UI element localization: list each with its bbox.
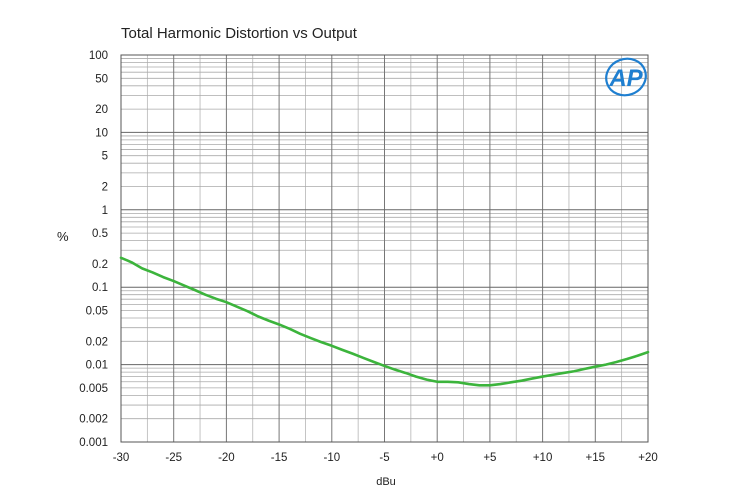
y-tick-label: 20 [95, 104, 108, 116]
x-axis-label: dBu [376, 476, 396, 488]
x-tick-label: +15 [586, 452, 606, 464]
y-tick-label: 1 [102, 205, 108, 217]
x-tick-label: +5 [483, 452, 496, 464]
x-tick-labels: -30 -25 -20 -15 -10 -5 +0 +5 +10 +15 +20 [113, 452, 658, 464]
x-tick-label: -30 [113, 452, 130, 464]
x-tick-label: +10 [533, 452, 553, 464]
x-tick-label: +0 [431, 452, 444, 464]
x-tick-label: -5 [379, 452, 389, 464]
y-tick-label: 0.1 [92, 282, 108, 294]
x-tick-label: -15 [271, 452, 288, 464]
y-tick-label: 0.02 [86, 336, 108, 348]
ap-logo-text: AP [608, 65, 643, 92]
y-tick-label: 0.05 [86, 305, 108, 317]
thd-series-line [119, 256, 650, 387]
y-tick-labels: 100 50 20 10 5 2 1 0.5 0.2 0.1 0.05 0.02 0.01 0.005 0.… [79, 50, 108, 449]
x-tick-label: -20 [218, 452, 235, 464]
y-tick-label: 0.001 [79, 437, 108, 449]
y-tick-label: 10 [95, 127, 108, 139]
x-tick-label: -10 [323, 452, 340, 464]
ap-logo: AP [605, 57, 647, 97]
y-tick-label: 0.01 [86, 360, 108, 372]
y-tick-label: 100 [89, 50, 108, 62]
y-tick-label: 0.2 [92, 259, 108, 271]
y-tick-label: 0.005 [79, 383, 108, 395]
ap-logo-ring [605, 57, 647, 97]
y-tick-label: 2 [102, 182, 108, 194]
y-tick-label: 5 [102, 151, 108, 163]
chart-title: Total Harmonic Distortion vs Output [121, 25, 358, 42]
y-tick-label: 50 [95, 73, 108, 85]
y-tick-label: 0.002 [79, 414, 108, 426]
plot-frame [120, 54, 649, 443]
y-tick-label: 0.5 [92, 228, 108, 240]
x-tick-label: -25 [165, 452, 182, 464]
y-axis-label: % [57, 229, 69, 244]
x-tick-label: +20 [638, 452, 658, 464]
